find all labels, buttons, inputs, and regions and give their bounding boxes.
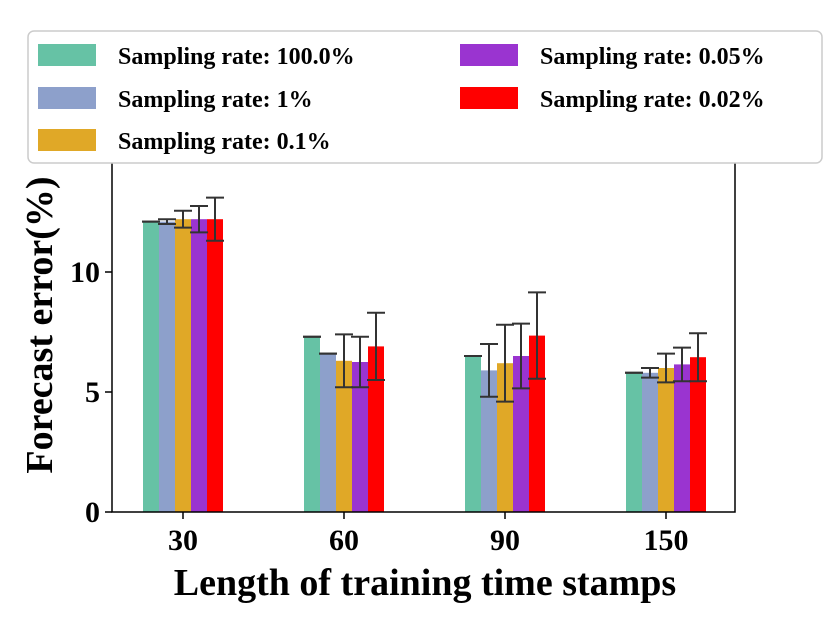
legend-swatch — [38, 129, 96, 151]
y-tick-label: 0 — [85, 496, 100, 529]
legend-label: Sampling rate: 0.1% — [118, 129, 331, 155]
bar — [497, 363, 513, 512]
bar — [481, 370, 497, 512]
bar — [159, 221, 175, 512]
legend: Sampling rate: 100.0% Sampling rate: 1% Sa… — [27, 30, 823, 164]
bar — [320, 353, 336, 512]
bar — [513, 356, 529, 512]
bars-layer — [143, 219, 706, 512]
bar — [207, 219, 223, 512]
bar — [352, 362, 368, 512]
bar — [658, 368, 674, 512]
legend-frame — [27, 30, 823, 164]
bar — [465, 356, 481, 512]
x-tick-label: 60 — [329, 524, 359, 557]
bar — [175, 219, 191, 512]
legend-swatch — [38, 87, 96, 109]
bar — [626, 372, 642, 512]
legend-swatch — [38, 44, 96, 66]
legend-label: Sampling rate: 0.05% — [540, 44, 765, 70]
bar — [368, 346, 384, 512]
x-tick-label: 30 — [168, 524, 198, 557]
bar — [642, 372, 658, 512]
bar — [690, 357, 706, 512]
bar — [191, 219, 207, 512]
legend-label: Sampling rate: 100.0% — [118, 44, 355, 70]
legend-items: Sampling rate: 100.0% Sampling rate: 1% Sa… — [38, 44, 765, 155]
legend-label: Sampling rate: 1% — [118, 87, 313, 113]
bar — [674, 364, 690, 512]
y-axis-label: Forecast error(%) — [19, 176, 61, 473]
x-tick-label: 90 — [490, 524, 520, 557]
bar — [304, 336, 320, 512]
legend-label: Sampling rate: 0.02% — [540, 87, 765, 113]
bar — [143, 221, 159, 512]
legend-swatch — [460, 87, 518, 109]
axes-layer: 051015306090150 — [70, 136, 689, 557]
x-axis-label: Length of training time stamps — [174, 562, 676, 604]
x-tick-label: 150 — [644, 524, 689, 557]
y-tick-label: 10 — [70, 256, 100, 289]
error-bars-layer — [142, 196, 707, 403]
legend-swatch — [460, 44, 518, 66]
bar — [336, 360, 352, 512]
y-tick-label: 5 — [85, 376, 100, 409]
